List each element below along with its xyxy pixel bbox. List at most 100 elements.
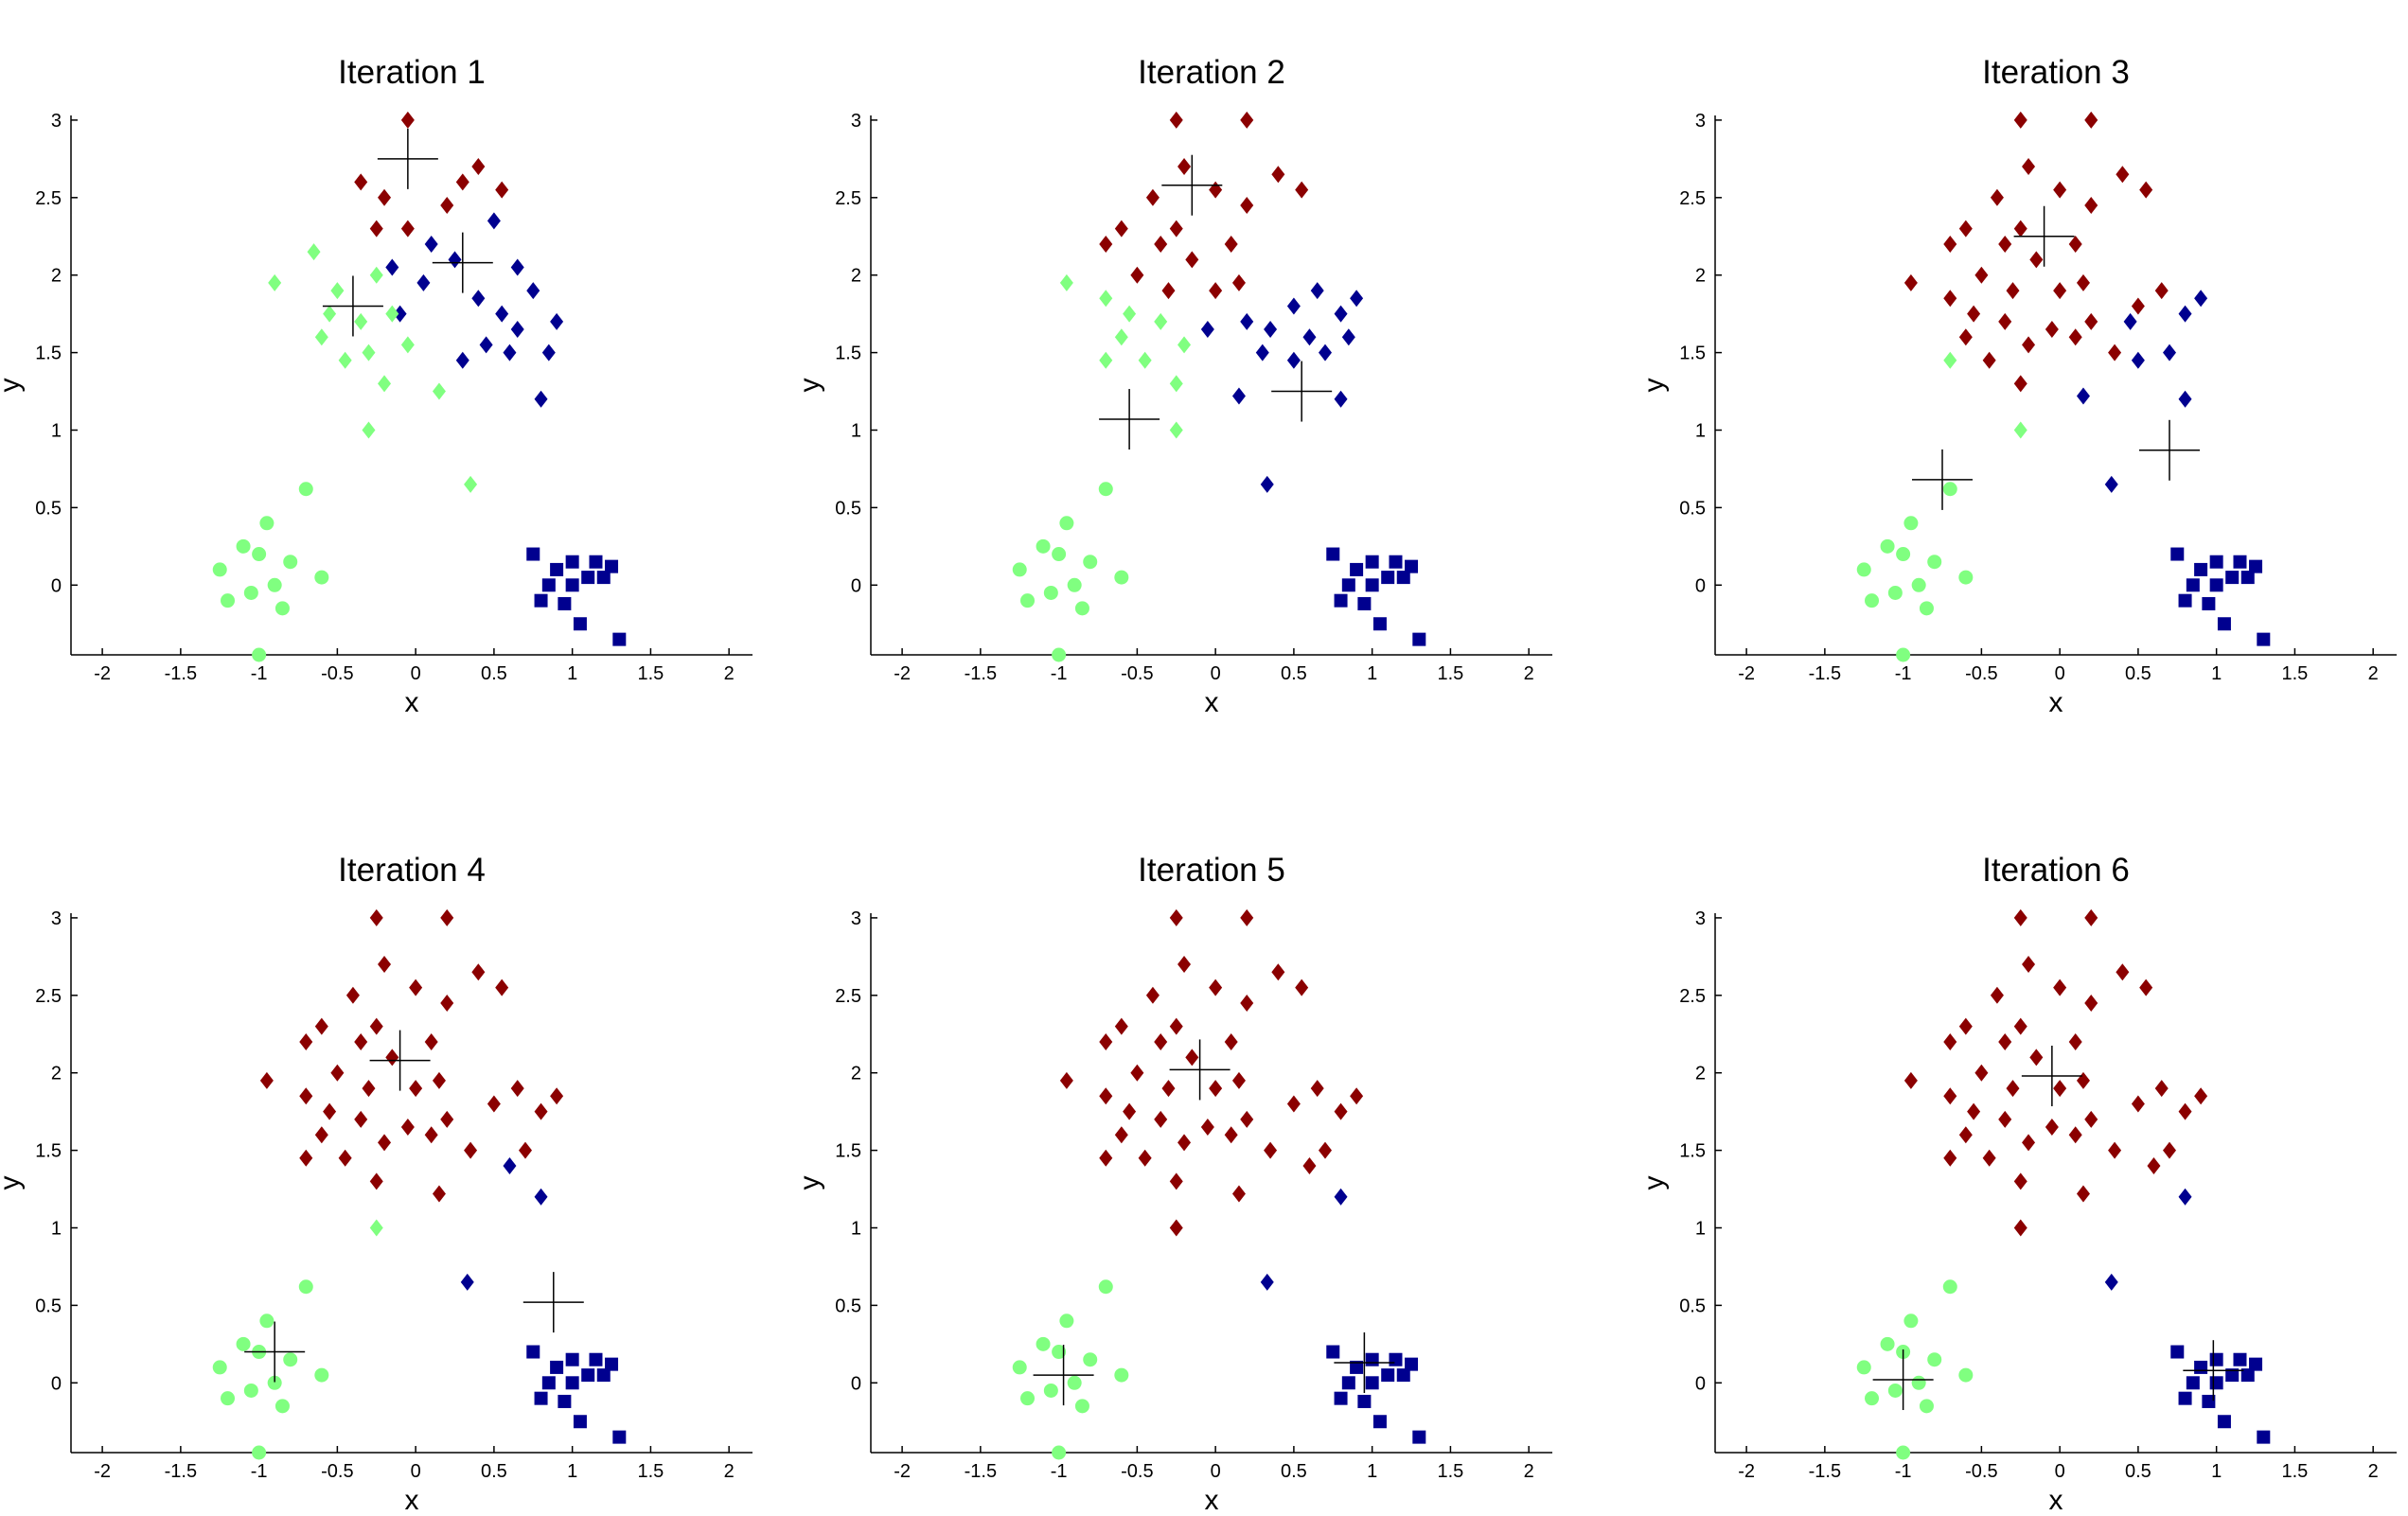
data-point-square [1365, 578, 1379, 592]
y-tick-label: 1.5 [835, 1141, 861, 1162]
data-point-diamond [400, 1119, 415, 1137]
chart-panel-3: Iteration 3 -2 -1.5 -1 -0.5 0 0.5 1 1.5 2 0 0.5 1 1.5… [1638, 54, 2397, 718]
data-point-diamond [479, 336, 493, 354]
data-point-circle [1098, 482, 1113, 497]
data-point-circle [1880, 538, 1895, 554]
data-point-circle [1083, 1352, 1098, 1367]
data-point-diamond [2194, 290, 2208, 308]
data-point-diamond [400, 111, 415, 129]
data-point-diamond [2076, 387, 2090, 405]
data-point-circle [1856, 1360, 1871, 1375]
data-point-diamond [2084, 312, 2098, 330]
data-point-circle [1919, 1399, 1934, 1414]
data-point-diamond [2013, 421, 2027, 439]
data-point-diamond [1958, 1126, 1973, 1144]
y-tick-label: 0 [851, 1373, 861, 1394]
data-point-diamond [2022, 158, 2036, 176]
data-point-square [526, 547, 540, 561]
data-point-diamond [1286, 1095, 1301, 1113]
data-point-diamond [471, 158, 486, 176]
data-point-diamond [1264, 321, 1278, 339]
data-point-diamond [495, 181, 509, 199]
x-tick-label: -1 [1051, 1461, 1068, 1482]
data-point-diamond [534, 1102, 548, 1120]
data-point-diamond [503, 344, 517, 361]
data-point-diamond [416, 273, 431, 291]
x-tick-label: -1.5 [965, 663, 997, 684]
data-point-square [589, 555, 603, 569]
y-tick-label: 0.5 [35, 1296, 62, 1316]
data-point-diamond [495, 978, 509, 996]
x-tick-label: -1.5 [165, 1461, 197, 1482]
data-point-diamond [440, 1110, 454, 1128]
data-point-diamond [1099, 1087, 1113, 1105]
data-point-diamond [460, 1273, 474, 1291]
data-point-square [2209, 1352, 2223, 1366]
data-point-diamond [1114, 220, 1128, 238]
x-tick-label: 1 [2211, 1461, 2222, 1482]
data-point-square [558, 1394, 572, 1408]
data-point-diamond [1943, 351, 1957, 369]
data-point-diamond [378, 1134, 392, 1152]
data-point-diamond [2178, 390, 2192, 408]
data-point-diamond [1123, 1102, 1137, 1120]
x-tick-label: 2 [724, 1461, 735, 1482]
data-point-diamond [1130, 1064, 1144, 1082]
data-point-square [2233, 1352, 2247, 1366]
data-point-diamond [1302, 328, 1317, 346]
x-tick-label: 0.5 [481, 663, 507, 684]
y-tick-label: 0 [1695, 575, 1706, 596]
centroid-marker [1912, 449, 1973, 510]
data-point-circle [1020, 593, 1036, 608]
data-point-diamond [259, 1071, 274, 1089]
data-point-diamond [1255, 344, 1269, 361]
data-point-diamond [354, 173, 368, 191]
data-point-square [1326, 547, 1340, 561]
data-point-diamond [1177, 956, 1192, 974]
data-point-diamond [424, 1126, 438, 1144]
data-point-diamond [2006, 282, 2020, 300]
data-point-diamond [2163, 344, 2176, 361]
x-axis-label: x [405, 687, 419, 718]
data-point-diamond [1350, 1087, 1364, 1105]
data-point-square [2170, 1345, 2185, 1359]
data-point-diamond [1169, 421, 1183, 439]
data-point-circle [1896, 547, 1911, 562]
data-point-diamond [534, 390, 548, 408]
data-point-diamond [2022, 956, 2036, 974]
data-point-diamond [1982, 351, 1996, 369]
chart-title: Iteration 3 [1982, 54, 2130, 91]
data-point-diamond [1334, 305, 1348, 323]
y-tick-label: 1 [51, 421, 62, 442]
data-point-diamond [440, 908, 454, 926]
data-point-circle [1896, 1445, 1911, 1460]
data-point-diamond [2084, 908, 2098, 926]
data-point-square [558, 596, 572, 610]
data-point-diamond [314, 1017, 328, 1035]
data-point-diamond [2139, 181, 2153, 199]
data-point-circle [1927, 555, 1942, 570]
data-point-square [1350, 1360, 1364, 1374]
data-point-square [2225, 1368, 2240, 1383]
data-point-square [596, 1368, 611, 1383]
data-point-diamond [1154, 235, 1168, 253]
chart-title: Iteration 1 [338, 54, 486, 91]
data-point-diamond [2084, 111, 2098, 129]
data-point-diamond [1200, 1119, 1214, 1137]
data-point-diamond [2053, 282, 2067, 300]
data-point-diamond [1974, 1064, 1989, 1082]
x-tick-label: 0.5 [1281, 1461, 1307, 1482]
data-point-diamond [432, 1185, 446, 1203]
data-point-diamond [2045, 321, 2059, 339]
data-point-diamond [464, 1141, 478, 1159]
data-point-diamond [2131, 1095, 2145, 1113]
data-point-square [2178, 1391, 2192, 1405]
x-tick-label: 0 [1211, 663, 1221, 684]
data-point-diamond [385, 258, 399, 276]
data-point-circle [1942, 482, 1957, 497]
data-point-circle [1114, 570, 1129, 585]
x-tick-label: 1.5 [2282, 1461, 2309, 1482]
data-point-square [1412, 632, 1426, 646]
data-point-square [1357, 596, 1372, 610]
data-point-circle [283, 555, 298, 570]
